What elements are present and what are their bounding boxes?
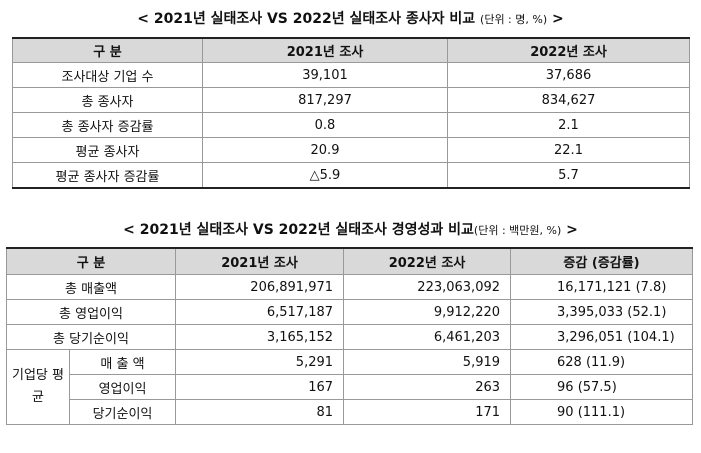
cell-change: 3,296,051 (104.1) — [510, 324, 694, 350]
header-category: 구 분 — [5, 247, 177, 275]
cell-2021: △5.9 — [202, 162, 448, 189]
cell-2021: 0.8 — [202, 112, 448, 138]
staff-comparison-table: 구 분 2021년 조사 2022년 조사 조사대상 기업 수 39,101 3… — [12, 37, 690, 189]
table1-unit: (단위 : 명, %) — [480, 13, 548, 26]
header-change: 증감 (증감률) — [510, 247, 694, 275]
table2-unit: (단위 : 백만원, %) — [473, 224, 562, 237]
cell-2022: 5.7 — [447, 162, 690, 189]
header-2022: 2022년 조사 — [343, 247, 512, 275]
header-2021: 2021년 조사 — [202, 37, 448, 63]
row-label: 총 종사자 — [12, 87, 203, 113]
header-2022: 2022년 조사 — [447, 37, 690, 63]
row-label: 평균 종사자 — [12, 137, 203, 163]
table-row: 총 종사자 증감률 0.8 2.1 — [12, 112, 690, 138]
cell-2022: 2.1 — [447, 112, 690, 138]
cell-2021: 6,517,187 — [175, 299, 345, 325]
cell-2022: 223,063,092 — [343, 274, 512, 300]
row-label: 영업이익 — [68, 374, 177, 400]
cell-change: 3,395,033 (52.1) — [510, 299, 694, 325]
table1-title-end: > — [547, 11, 564, 27]
table-row: 조사대상 기업 수 39,101 37,686 — [12, 62, 690, 88]
row-label: 총 영업이익 — [5, 299, 177, 325]
row-label: 조사대상 기업 수 — [12, 62, 203, 88]
row-label: 총 매출액 — [5, 274, 177, 300]
table1-title-text: < 2021년 실태조사 VS 2022년 실태조사 종사자 비교 — [137, 11, 476, 27]
cell-change: 628 (11.9) — [510, 349, 694, 375]
row-label: 매 출 액 — [68, 349, 177, 375]
cell-2021: 167 — [175, 374, 345, 400]
cell-2021: 817,297 — [202, 87, 448, 113]
cell-change: 96 (57.5) — [510, 374, 694, 400]
cell-2021: 5,291 — [175, 349, 345, 375]
cell-2022: 5,919 — [343, 349, 512, 375]
table-row: 총 종사자 817,297 834,627 — [12, 87, 690, 113]
table-row: 당기순이익 81 171 90 (111.1) — [7, 399, 694, 425]
table2-title-text: < 2021년 실태조사 VS 2022년 실태조사 경영성과 비교 — [123, 222, 474, 238]
cell-2022: 9,912,220 — [343, 299, 512, 325]
row-label: 총 종사자 증감률 — [12, 112, 203, 138]
table-row: 총 영업이익 6,517,187 9,912,220 3,395,033 (52… — [5, 299, 694, 325]
table-header-row: 구 분 2021년 조사 2022년 조사 증감 (증감률) — [5, 247, 694, 275]
cell-2022: 22.1 — [447, 137, 690, 163]
table-row: 총 매출액 206,891,971 223,063,092 16,171,121… — [5, 274, 694, 300]
cell-2022: 6,461,203 — [343, 324, 512, 350]
header-category: 구 분 — [12, 37, 203, 63]
table-row: 평균 종사자 증감률 △5.9 5.7 — [12, 162, 690, 189]
cell-2022: 263 — [343, 374, 512, 400]
table1-title: < 2021년 실태조사 VS 2022년 실태조사 종사자 비교 (단위 : … — [0, 8, 701, 28]
row-label: 당기순이익 — [68, 399, 177, 425]
cell-2022: 834,627 — [447, 87, 690, 113]
cell-2021: 206,891,971 — [175, 274, 345, 300]
table2-title-end: > — [561, 222, 578, 238]
cell-2022: 37,686 — [447, 62, 690, 88]
group-label-per-company: 기업당 평균 — [6, 349, 70, 425]
table-header-row: 구 분 2021년 조사 2022년 조사 — [12, 37, 690, 63]
table-row: 영업이익 167 263 96 (57.5) — [7, 374, 694, 400]
cell-2021: 3,165,152 — [175, 324, 345, 350]
row-label: 총 당기순이익 — [5, 324, 177, 350]
cell-2021: 81 — [175, 399, 345, 425]
table-row: 기업당 평균 매 출 액 5,291 5,919 628 (11.9) — [6, 349, 694, 425]
cell-2022: 171 — [343, 399, 512, 425]
row-label: 평균 종사자 증감률 — [12, 162, 203, 189]
table-row: 총 당기순이익 3,165,152 6,461,203 3,296,051 (1… — [5, 324, 694, 350]
header-2021: 2021년 조사 — [175, 247, 345, 275]
cell-2021: 39,101 — [202, 62, 448, 88]
cell-2021: 20.9 — [202, 137, 448, 163]
table-row: 평균 종사자 20.9 22.1 — [12, 137, 690, 163]
table2-title: < 2021년 실태조사 VS 2022년 실태조사 경영성과 비교(단위 : … — [0, 219, 701, 239]
cell-change: 16,171,121 (7.8) — [510, 274, 694, 300]
cell-change: 90 (111.1) — [510, 399, 694, 425]
performance-comparison-table: 구 분 2021년 조사 2022년 조사 증감 (증감률) 총 매출액 206… — [5, 247, 694, 425]
